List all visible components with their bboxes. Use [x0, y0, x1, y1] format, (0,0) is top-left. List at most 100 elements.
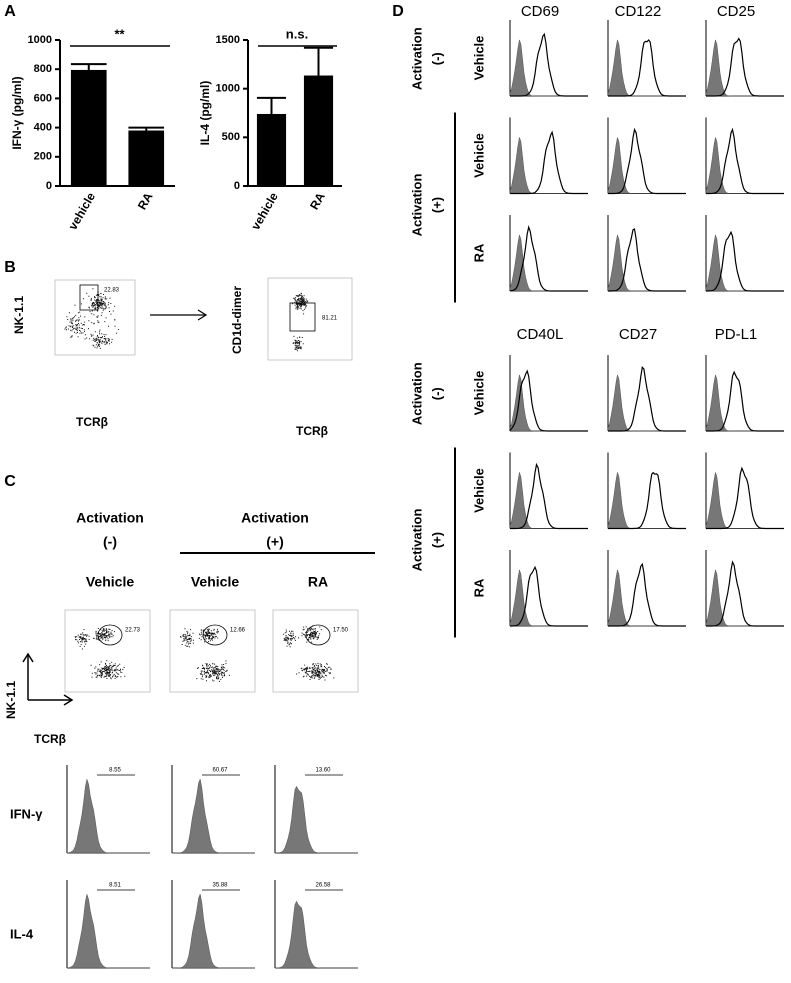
gate-value: 35.88 [212, 883, 228, 889]
histogram-fill [705, 38, 784, 97]
marker-label: CD122 [615, 3, 662, 20]
y-tick-label: 200 [34, 151, 52, 163]
histogram-outline [706, 127, 784, 195]
gate [305, 624, 331, 646]
histogram-outline [510, 32, 588, 97]
panel-label: A [4, 3, 16, 20]
arrow-head [197, 309, 208, 321]
gate-value: 22.73 [125, 628, 141, 634]
y-tick-label: 600 [34, 92, 52, 104]
histogram-outline [608, 228, 686, 292]
histogram-outline [608, 39, 686, 97]
y-tick-label: 1000 [28, 34, 52, 46]
bar [128, 130, 165, 186]
error-bar [303, 46, 334, 76]
y-axis-label: IL-4 (pg/ml) [198, 81, 212, 146]
group-sign: (+) [429, 532, 444, 548]
histogram-fill [705, 471, 784, 529]
error-bar [128, 126, 165, 131]
marker-label: CD40L [517, 326, 564, 343]
error-bar [70, 63, 107, 70]
y-tick-label: 500 [222, 131, 240, 143]
gate-value: 22.83 [104, 288, 120, 294]
marker-label: PD-L1 [715, 326, 758, 343]
bar [256, 113, 287, 186]
panel-label: B [4, 259, 16, 276]
x-axis-label: TCRβ [76, 415, 108, 429]
row-label: Vehicle [471, 133, 486, 178]
gate [202, 624, 228, 646]
histogram-outline [706, 37, 784, 97]
significance: ** [114, 26, 125, 41]
histogram-outline [510, 565, 588, 627]
marker-label: CD27 [619, 326, 657, 343]
panel-label: D [392, 3, 404, 20]
histogram-outline [706, 560, 784, 627]
group-sign: (-) [429, 387, 444, 400]
cell-dots [292, 292, 309, 352]
group-title: Activation [409, 509, 424, 572]
histogram-fill [509, 233, 588, 292]
y-axis-label: IFN-γ (pg/ml) [10, 76, 24, 149]
gate-value: 60.67 [212, 768, 228, 774]
histogram-fill [172, 893, 255, 969]
histogram-fill [66, 893, 150, 969]
row-label: Vehicle [471, 36, 486, 81]
row-label: RA [471, 243, 486, 262]
significance: n.s. [286, 26, 308, 41]
group-title: Activation [241, 510, 309, 526]
x-axis-label: TCRβ [296, 424, 328, 438]
bar [303, 75, 334, 186]
cell-dots [64, 288, 120, 349]
x-tick-label: vehicle [248, 190, 281, 233]
row-label: Vehicle [471, 468, 486, 513]
y-tick-label: 400 [34, 122, 52, 134]
gate-value: 26.58 [315, 883, 331, 889]
histogram-outline [510, 130, 588, 195]
gate-value: 81.21 [322, 316, 338, 322]
histogram-fill [705, 233, 784, 292]
x-tick-label: RA [135, 190, 156, 212]
gate [97, 624, 123, 646]
group-title: Activation [76, 510, 144, 526]
histogram-fill [705, 136, 784, 194]
histogram-fill [274, 900, 358, 969]
group-sign: (-) [429, 52, 444, 65]
y-axis-label: CD1d-dimer [230, 286, 244, 354]
y-tick-label: 0 [234, 180, 240, 192]
histogram-fill [607, 38, 686, 97]
histogram-outline [608, 562, 686, 627]
y-tick-label: 1000 [216, 83, 240, 95]
group-title: Activation [409, 27, 424, 90]
column-label: Vehicle [191, 574, 239, 590]
plot-frame [169, 609, 256, 693]
column-label: RA [308, 574, 328, 590]
group-title: Activation [409, 362, 424, 425]
gate-value: 17.50 [333, 628, 349, 634]
plot-frame [272, 609, 359, 693]
histogram-outline [608, 471, 686, 530]
histogram-fill [607, 136, 686, 194]
gate-value: 8.55 [109, 768, 121, 774]
histogram-outline [510, 462, 588, 530]
histogram-fill [607, 471, 686, 529]
x-tick-label: RA [307, 190, 328, 212]
histogram-outline [706, 370, 784, 432]
histogram-outline [608, 127, 686, 195]
x-axis-label: TCRβ [34, 732, 66, 746]
row-label: IFN-γ [10, 806, 43, 821]
y-axis-label: NK-1.1 [4, 681, 18, 719]
marker-label: CD69 [521, 3, 559, 20]
group-sign: (+) [429, 197, 444, 213]
y-tick-label: 800 [34, 63, 52, 75]
gate-value: 8.51 [109, 883, 121, 889]
histogram-fill [705, 373, 784, 432]
histogram-outline [509, 369, 588, 432]
gate [79, 284, 99, 311]
row-label: RA [471, 578, 486, 597]
histogram-fill [66, 778, 150, 854]
histogram-outline [706, 230, 784, 292]
histogram-fill [607, 373, 686, 432]
row-label: IL-4 [10, 926, 34, 941]
